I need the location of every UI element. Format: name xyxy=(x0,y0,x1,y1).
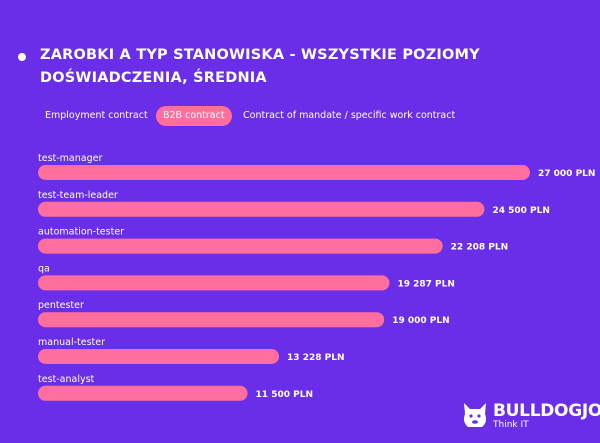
category-label: test-team-leader xyxy=(38,190,118,201)
value-label: 27 000 PLN xyxy=(538,169,595,179)
category-label: pentester xyxy=(38,300,84,311)
bulldogjob-logo: BULLDOGJOB Think IT xyxy=(460,396,600,441)
bar xyxy=(38,385,248,401)
bar xyxy=(38,349,280,364)
category-label: qa xyxy=(38,263,50,274)
bulldog-icon xyxy=(464,403,486,427)
value-label: 19 287 PLN xyxy=(397,279,454,289)
bar xyxy=(38,312,385,328)
category-label: test-analyst xyxy=(38,374,95,385)
value-label: 22 208 PLN xyxy=(451,243,508,253)
title-bullet xyxy=(18,53,26,61)
chart-title: ZAROBKI A TYP STANOWISKA - WSZYSTKIE POZ… xyxy=(40,47,480,86)
category-label: manual-tester xyxy=(38,337,105,348)
value-label: 24 500 PLN xyxy=(492,206,549,216)
tab-contract-of-mandate[interactable]: Contract of mandate / specific work cont… xyxy=(243,110,456,121)
bar xyxy=(38,201,485,217)
tab-b2b-contract[interactable]: B2B contract xyxy=(156,106,232,126)
bar xyxy=(38,165,530,180)
value-label: 11 500 PLN xyxy=(256,390,313,400)
logo-name: BULLDOGJOB xyxy=(493,401,600,421)
tab-employment-contract[interactable]: Employment contract xyxy=(45,110,148,121)
logo-tagline: Think IT xyxy=(493,420,529,430)
category-label: test-manager xyxy=(38,153,102,164)
bar xyxy=(38,275,390,291)
bar xyxy=(38,238,443,254)
value-label: 19 000 PLN xyxy=(392,316,449,326)
value-label: 13 228 PLN xyxy=(287,353,344,363)
category-label: automation-tester xyxy=(38,227,124,238)
